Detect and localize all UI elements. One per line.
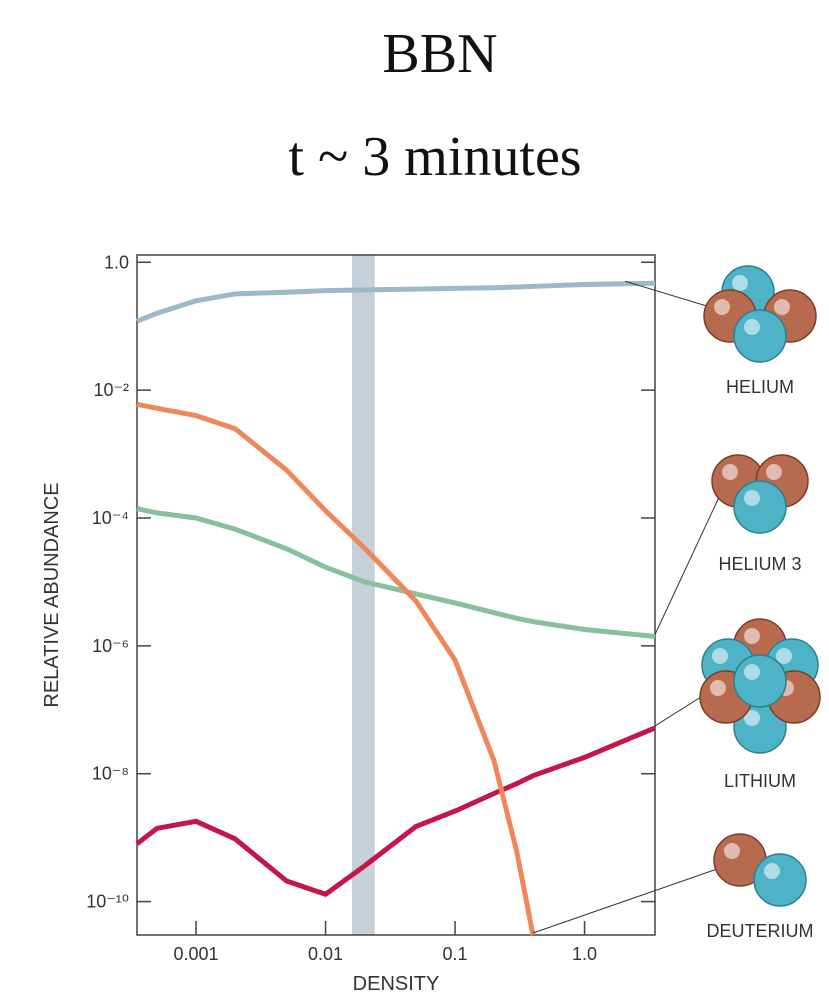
nucleon-shine: [776, 648, 792, 664]
chart-subtitle: t ~ 3 minutes: [288, 126, 581, 188]
series-line: [136, 280, 656, 324]
y-tick-label: 1.0: [104, 252, 129, 272]
nucleon-shine: [774, 299, 790, 315]
series-label: HELIUM 3: [718, 554, 801, 574]
nucleon-shine: [722, 464, 738, 480]
y-tick-label: 10⁻⁶: [92, 636, 129, 656]
nucleon-shine: [744, 710, 760, 726]
leader-line: [624, 280, 721, 311]
series-label: LITHIUM: [724, 771, 796, 791]
y-tick-label: 10⁻⁸: [92, 764, 129, 784]
x-axis-label: DENSITY: [353, 973, 440, 995]
leader-line: [532, 867, 721, 934]
nucleon: [753, 853, 807, 907]
nucleon: [733, 480, 787, 534]
series-line: [136, 401, 536, 936]
nucleon-shine: [764, 863, 780, 879]
nucleon-shine: [710, 680, 726, 696]
plot-frame: [136, 254, 656, 936]
nucleon: [733, 654, 787, 708]
y-tick-label: 10⁻⁴: [92, 508, 129, 528]
leader-line: [654, 494, 721, 635]
y-tick-label: 10⁻¹⁰: [86, 892, 129, 912]
highlight-band: [351, 255, 375, 935]
series-label: DEUTERIUM: [707, 921, 814, 941]
x-tick-label: 0.001: [174, 944, 219, 964]
y-tick-label: 10⁻²: [93, 380, 129, 400]
nucleon-shine: [744, 628, 760, 644]
series-line: [135, 725, 656, 897]
x-tick-label: 0.1: [443, 944, 468, 964]
nucleon-shine: [712, 648, 728, 664]
x-tick-label: 0.01: [308, 944, 343, 964]
nucleon: [733, 309, 787, 363]
nucleon-shine: [714, 299, 730, 315]
nucleon-shine: [744, 319, 760, 335]
nucleon-shine: [744, 490, 760, 506]
x-tick-label: 1.0: [572, 944, 597, 964]
chart-title: BBN: [382, 23, 497, 85]
nucleon-shine: [724, 843, 740, 859]
series-line: [136, 506, 656, 639]
y-axis-label: RELATIVE ABUNDANCE: [41, 482, 63, 707]
nucleon-shine: [766, 464, 782, 480]
series-label: HELIUM: [726, 377, 794, 397]
nucleon-shine: [732, 275, 748, 291]
nucleon-shine: [744, 664, 760, 680]
